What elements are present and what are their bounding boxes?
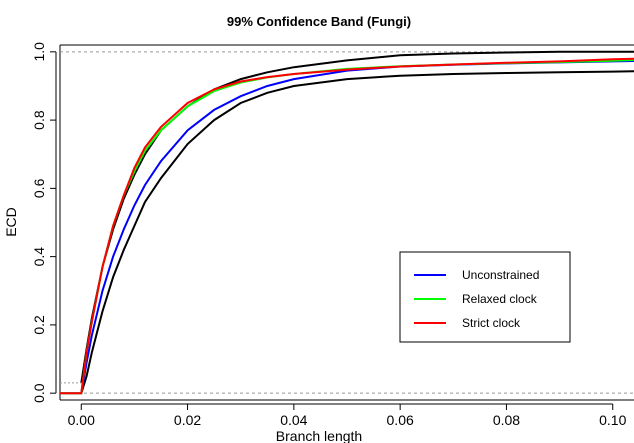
series-line-relaxed-clock — [60, 59, 634, 395]
y-axis: 0.0 0.2 0.4 0.6 0.8 1.0 — [31, 42, 57, 403]
series-line-unconstrained — [60, 60, 634, 395]
legend-label: Strict clock — [462, 316, 521, 330]
y-tick-label: 0.0 — [31, 383, 47, 403]
legend-box — [399, 251, 571, 343]
x-tick-label: 0.04 — [280, 412, 307, 428]
series-line-strict-clock — [60, 57, 634, 395]
legend-label: Unconstrained — [462, 268, 539, 282]
x-tick-label: 0.10 — [599, 412, 626, 428]
series-lines — [60, 57, 634, 395]
legend: Unconstrained Relaxed clock Strict clock — [399, 251, 571, 343]
x-tick-label: 0.00 — [68, 412, 95, 428]
confidence-band-lower — [80, 70, 634, 394]
y-tick-label: 0.2 — [31, 315, 47, 335]
y-axis-label: ECD — [3, 207, 19, 237]
y-tick-label: 0.8 — [31, 110, 47, 130]
y-tick-label: 1.0 — [31, 42, 47, 62]
x-tick-label: 0.08 — [493, 412, 520, 428]
legend-label: Relaxed clock — [462, 292, 538, 306]
x-tick-label: 0.06 — [387, 412, 414, 428]
x-axis-label: Branch length — [276, 428, 362, 443]
x-axis: 0.00 0.02 0.04 0.06 0.08 0.10 — [68, 403, 627, 428]
x-tick-label: 0.02 — [174, 412, 201, 428]
y-tick-label: 0.6 — [31, 178, 47, 198]
y-tick-label: 0.4 — [31, 247, 47, 267]
chart-title: 99% Confidence Band (Fungi) — [227, 14, 411, 29]
